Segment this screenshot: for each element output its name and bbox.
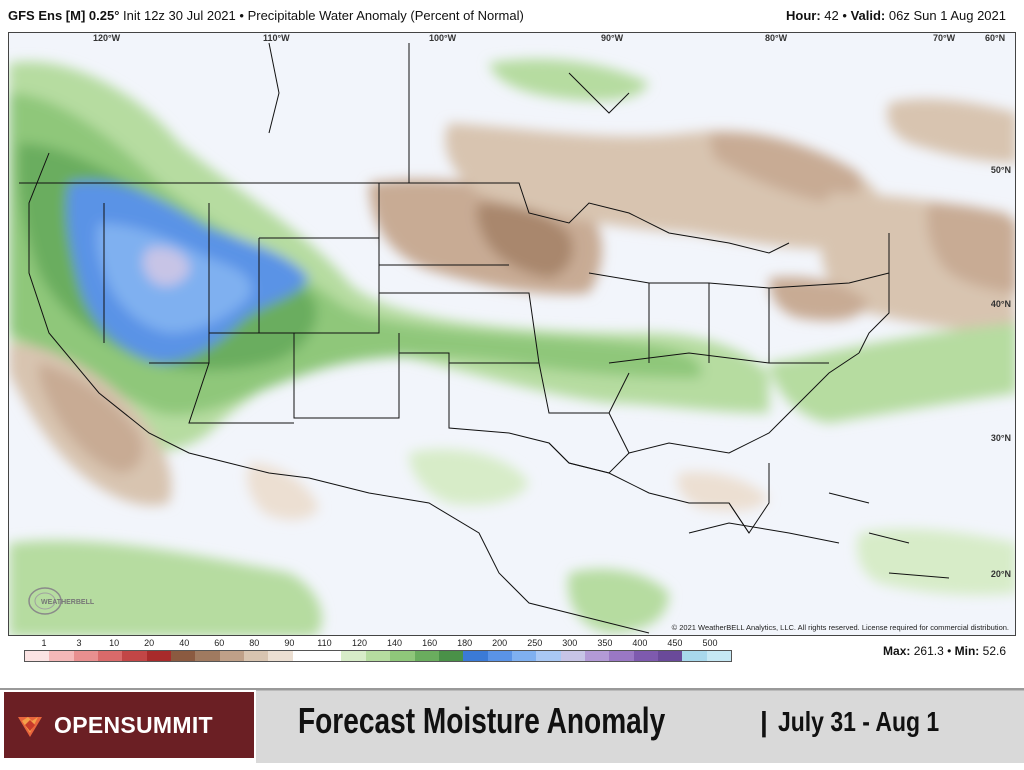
footer-title-bar (256, 690, 1024, 763)
legend-swatch (146, 651, 172, 661)
legend-swatch (341, 651, 366, 661)
legend-label: 40 (179, 638, 190, 648)
legend-swatch (98, 651, 123, 661)
legend-label: 160 (422, 638, 438, 648)
legend-label: 180 (457, 638, 473, 648)
legend-swatch (536, 651, 561, 661)
legend-label: 1 (41, 638, 47, 648)
legend-label: 450 (667, 638, 683, 648)
map-panel: 120°W 110°W 100°W 90°W 80°W 70°W 60°N 50… (8, 32, 1016, 636)
legend-label: 500 (702, 638, 718, 648)
brand-block: OPENSUMMIT (4, 692, 254, 758)
legend-swatch (584, 651, 610, 661)
lon-label: 80°W (765, 33, 788, 43)
lat-label: 40°N (990, 299, 1011, 309)
legend-swatch (657, 651, 683, 661)
title-separator: | (760, 706, 768, 737)
legend-swatch (195, 651, 220, 661)
lon-label: 110°W (263, 33, 290, 43)
lon-label: 120°W (93, 33, 121, 43)
legend-swatch (317, 651, 342, 661)
legend-label: 400 (632, 638, 648, 648)
legend-colorbar (24, 650, 732, 662)
legend-swatch (560, 651, 585, 661)
min-label: Min: (954, 644, 980, 658)
header-right: Hour: 42 • Valid: 06z Sun 1 Aug 2021 (786, 8, 1006, 23)
max-value: 261.3 (913, 644, 944, 658)
lon-label: 100°W (429, 33, 457, 43)
legend-label: 20 (144, 638, 155, 648)
lat-label: 50°N (990, 165, 1011, 175)
legend-swatch (268, 651, 293, 661)
init-time: Init 12z 30 Jul 2021 (123, 8, 236, 23)
legend-swatch (244, 651, 269, 661)
date-range: July 31 - Aug 1 (778, 706, 940, 737)
legend-swatch (487, 651, 512, 661)
legend-label: 200 (492, 638, 508, 648)
legend-label: 120 (351, 638, 367, 648)
legend-swatch (219, 651, 245, 661)
legend-swatch (73, 651, 99, 661)
page-title: Forecast Moisture Anomaly (298, 700, 666, 741)
legend-label: 250 (527, 638, 543, 648)
legend-swatch (463, 651, 488, 661)
legend-swatch (609, 651, 634, 661)
legend-swatch (122, 651, 147, 661)
legend-label: 90 (284, 638, 295, 648)
header-left: GFS Ens [M] 0.25° Init 12z 30 Jul 2021 •… (8, 8, 524, 23)
legend-swatch (171, 651, 196, 661)
anomaly-map (9, 33, 1015, 635)
legend-swatch (390, 651, 415, 661)
valid-value: 06z Sun 1 Aug 2021 (888, 8, 1006, 23)
color-legend: 1 3 10 20 40 60 80 90 110 120 140 160 180 200 250 300 35… (24, 638, 732, 664)
legend-label: 3 (76, 638, 82, 648)
legend-swatch (706, 651, 731, 661)
valid-label: Valid: (850, 8, 886, 23)
lat-label: 20°N (990, 569, 1011, 579)
legend-swatch (682, 651, 707, 661)
brand-name: OPENSUMMIT (54, 711, 213, 738)
copyright-notice: © 2021 WeatherBELL Analytics, LLC. All r… (671, 623, 1009, 632)
model-name: GFS Ens [M] 0.25° (8, 8, 120, 23)
legend-label: 350 (597, 638, 613, 648)
lon-label: 90°W (601, 33, 624, 43)
legend-label: 80 (249, 638, 260, 648)
legend-swatch (414, 651, 439, 661)
legend-swatch (25, 651, 50, 661)
legend-swatch (365, 651, 391, 661)
mountain-logo-icon (18, 717, 42, 737)
weatherbell-logo: WEATHERBELL (28, 587, 95, 615)
legend-labels: 1 3 10 20 40 60 80 90 110 120 140 160 180 200 250 300 35… (24, 638, 732, 650)
legend-label: 10 (109, 638, 120, 648)
max-min-stats: Max: 261.3 • Min: 52.6 (883, 644, 1006, 658)
footer-banner: OPENSUMMIT Forecast Moisture Anomaly | J… (0, 688, 1024, 770)
product-name: Precipitable Water Anomaly (Percent of N… (247, 8, 524, 23)
legend-label: 140 (387, 638, 403, 648)
legend-swatch (511, 651, 537, 661)
svg-text:WEATHERBELL: WEATHERBELL (41, 599, 95, 606)
min-value: 52.6 (982, 644, 1006, 658)
legend-swatch (49, 651, 74, 661)
political-borders (19, 42, 950, 634)
lon-label: 70°W (933, 33, 956, 43)
legend-label: 110 (317, 638, 332, 648)
lon-label: 60°N (985, 33, 1006, 43)
map-header: GFS Ens [M] 0.25° Init 12z 30 Jul 2021 •… (0, 0, 1024, 32)
legend-swatch (438, 651, 464, 661)
lat-label: 30°N (990, 433, 1011, 443)
legend-swatch (292, 651, 318, 661)
legend-swatch (633, 651, 658, 661)
hour-label: Hour: (786, 8, 821, 23)
legend-label: 300 (562, 638, 578, 648)
anomaly-fill (9, 59, 1015, 635)
max-label: Max: (883, 644, 911, 658)
legend-label: 60 (214, 638, 225, 648)
hour-value: 42 (824, 8, 839, 23)
